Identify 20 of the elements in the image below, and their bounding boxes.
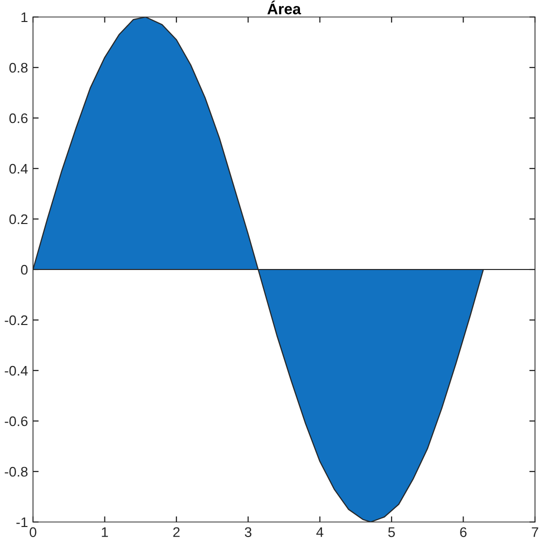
- y-tick-label: 1: [21, 12, 28, 22]
- x-tick-label: 5: [388, 527, 395, 538]
- y-tick-label: 0.8: [9, 62, 28, 73]
- x-tick-label: 6: [460, 527, 467, 538]
- y-tick-label: 0: [20, 264, 28, 275]
- chart-title: Área: [267, 0, 302, 14]
- y-tick-label: -0.8: [4, 466, 28, 477]
- y-tick-label: -0.4: [4, 366, 28, 376]
- y-tick-label: 0.6: [9, 113, 28, 124]
- x-tick-label: 3: [244, 527, 252, 538]
- y-tick-label: -1: [16, 517, 28, 528]
- x-tick-label: 4: [316, 527, 324, 537]
- x-tick-label: 2: [173, 527, 180, 537]
- y-tick-label: 0.2: [9, 214, 28, 224]
- y-tick-label: -0.6: [4, 416, 28, 426]
- y-tick-label: 0.4: [9, 164, 28, 174]
- x-tick-label: 0: [30, 527, 36, 538]
- x-tick-label: 1: [102, 527, 108, 537]
- x-tick-label: 7: [532, 527, 538, 537]
- y-tick-label: -0.2: [4, 315, 28, 326]
